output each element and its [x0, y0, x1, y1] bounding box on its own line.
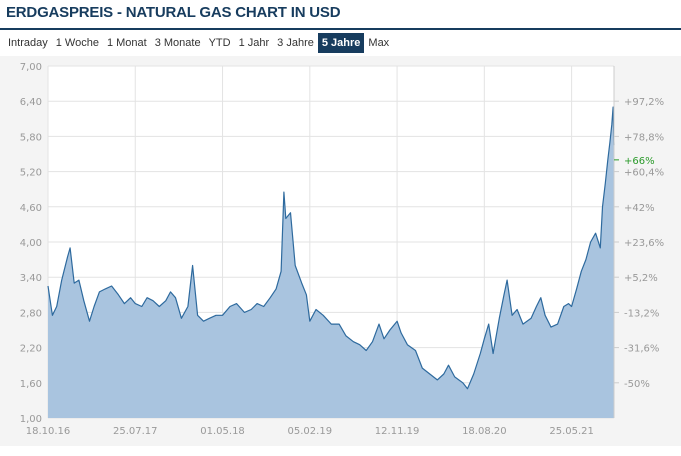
tab-max[interactable]: Max: [368, 37, 390, 49]
y-tick-label: 2,20: [20, 344, 42, 355]
pct-tick-label: +97,2%: [624, 97, 664, 108]
y-tick-label: 3,40: [20, 273, 42, 284]
price-chart: 7,00 6,40 5,80 5,20 4,60 4,00 3,40 2,80 2,20 1,60…: [20, 62, 664, 437]
x-tick-label: 12.11.19: [375, 426, 420, 437]
y-tick-label: 5,20: [20, 168, 42, 179]
y-tick-label: 2,80: [20, 308, 42, 319]
pct-tick-label: +60,4%: [624, 168, 664, 179]
series-line: [47, 106, 615, 390]
x-tick-label: 18.10.16: [26, 426, 71, 437]
tab-5-jahre[interactable]: 5 Jahre: [317, 33, 365, 53]
y-tick-label: 6,40: [20, 97, 42, 108]
x-tick-label: 18.08.20: [462, 426, 507, 437]
pct-tick-label: -13,2%: [624, 308, 659, 319]
tab-ytd[interactable]: YTD: [208, 37, 231, 49]
tab-1-woche[interactable]: 1 Woche: [55, 37, 99, 49]
tab-3-jahre[interactable]: 3 Jahre: [277, 37, 314, 49]
title-divider: [0, 28, 681, 30]
series-area: [48, 107, 614, 418]
pct-tick-label: +42%: [624, 203, 655, 214]
tab-intraday[interactable]: Intraday: [8, 37, 48, 49]
tab-1-monat[interactable]: 1 Monat: [106, 37, 147, 49]
y-tick-label: 7,00: [20, 62, 42, 73]
y-tick-label: 5,80: [20, 132, 42, 143]
pct-tick-label: +78,8%: [624, 132, 664, 143]
pct-tick-label: +23,6%: [624, 238, 664, 249]
pct-tick-label: -50%: [624, 379, 650, 390]
y-tick-label: 4,00: [20, 238, 42, 249]
pct-tick-label: -31,6%: [624, 344, 659, 355]
y-tick-label: 1,00: [20, 414, 42, 425]
pct-tick-label: +5,2%: [624, 273, 658, 284]
chart-title: ERDGASPREIS - NATURAL GAS CHART IN USD: [6, 4, 341, 21]
y-tick-label: 1,60: [20, 379, 42, 390]
tab-3-monate[interactable]: 3 Monate: [154, 37, 201, 49]
x-tick-label: 25.05.21: [549, 426, 594, 437]
tab-1-jahr[interactable]: 1 Jahr: [238, 37, 270, 49]
x-tick-label: 05.02.19: [288, 426, 333, 437]
y-tick-label: 4,60: [20, 203, 42, 214]
current-pct-label: +66%: [624, 156, 655, 167]
chart-area: 7,00 6,40 5,80 5,20 4,60 4,00 3,40 2,80 2,20 1,60…: [0, 56, 681, 446]
timeframe-tabs: Intraday 1 Woche 1 Monat 3 Monate YTD 1 …: [4, 33, 393, 53]
x-tick-label: 01.05.18: [200, 426, 245, 437]
x-tick-label: 25.07.17: [113, 426, 158, 437]
